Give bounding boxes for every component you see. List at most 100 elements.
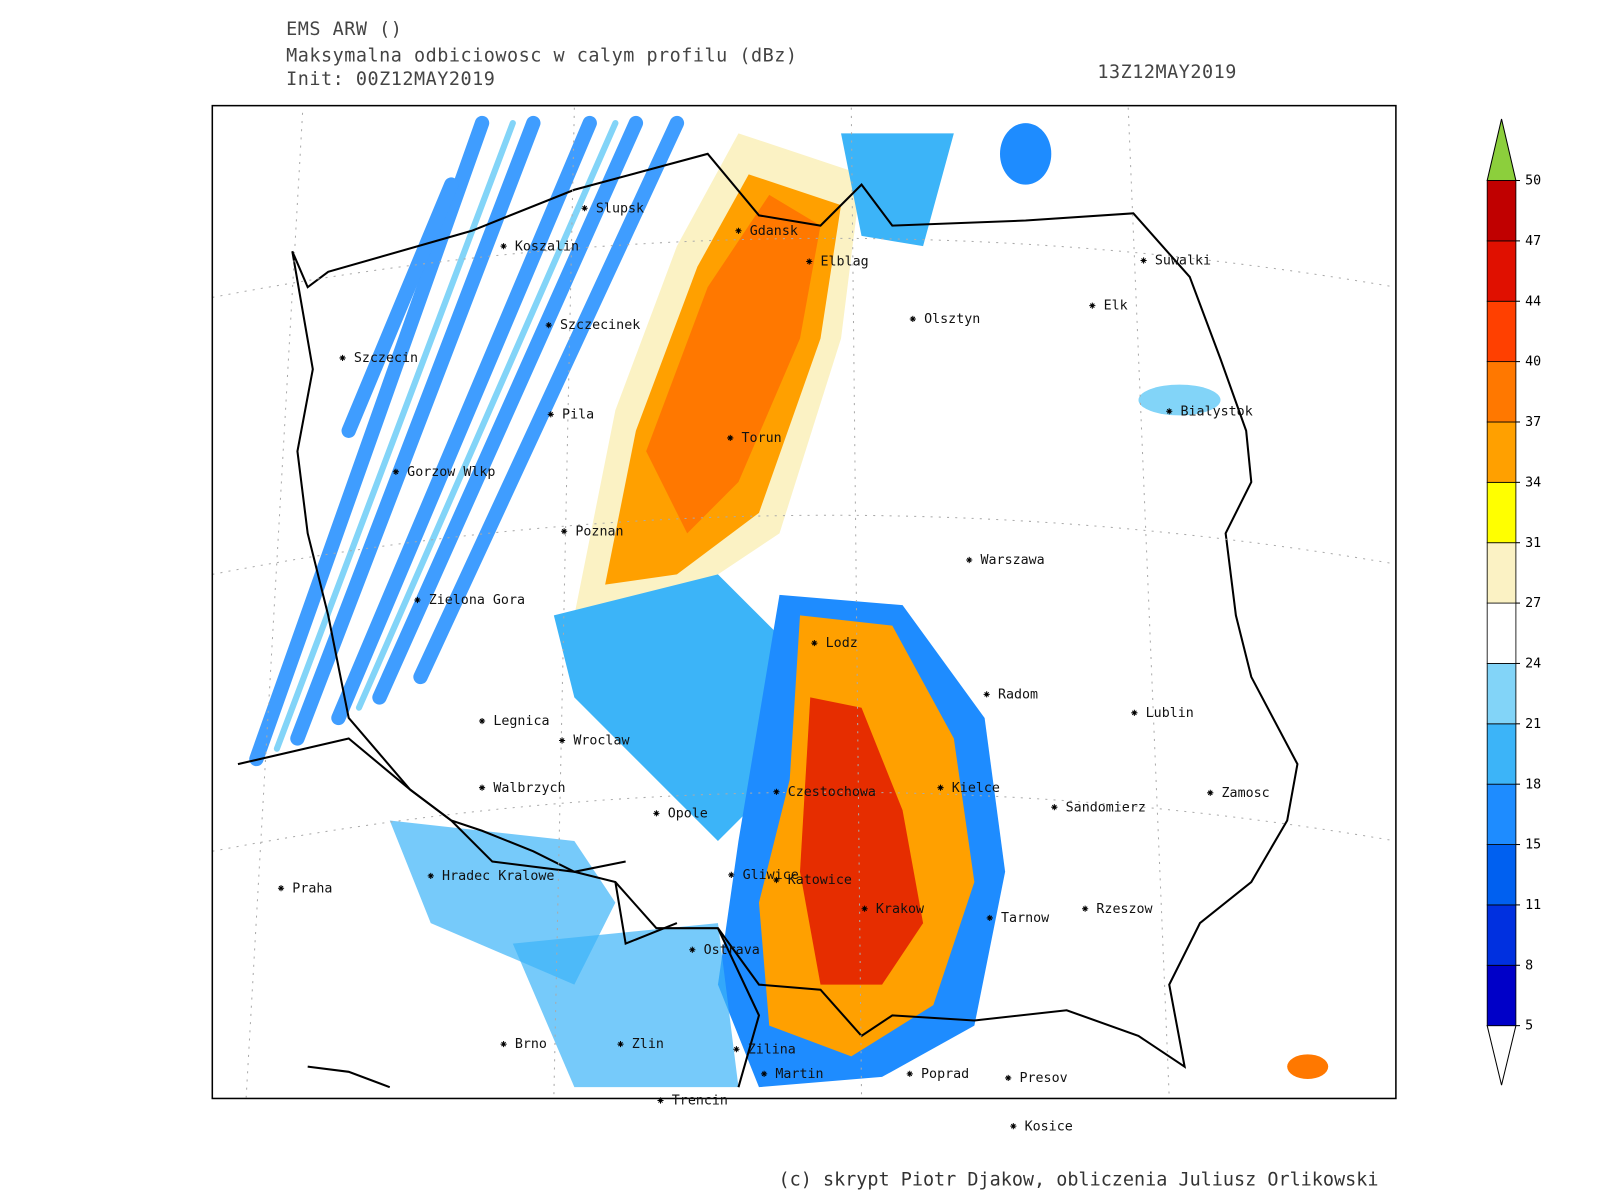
city-marker: [728, 871, 735, 878]
colorbar-segment: [1486, 180, 1517, 242]
city-marker: [657, 1097, 664, 1104]
valid-time: 13Z12MAY2019: [1097, 62, 1236, 83]
city-label: Walbrzych: [493, 781, 565, 796]
city-label: Kosice: [1025, 1119, 1073, 1134]
city-marker: [966, 556, 973, 564]
city-marker: [1131, 709, 1138, 716]
city-marker: [773, 788, 780, 795]
city-label: Gliwice: [743, 868, 799, 883]
city-marker: [1207, 789, 1214, 796]
city-label: Sandomierz: [1066, 800, 1146, 815]
city-marker: [339, 354, 346, 362]
city-label: Suwalki: [1155, 254, 1211, 269]
colorbar-label: 18: [1525, 777, 1541, 792]
city-label: Martin: [775, 1067, 823, 1082]
city-marker: [617, 1041, 624, 1048]
colorbar-segment: [1486, 542, 1517, 604]
colorbar-segment: [1486, 300, 1517, 363]
city-marker: [581, 205, 588, 212]
colorbar-segment: [1486, 783, 1517, 845]
colorbar-label: 47: [1525, 234, 1541, 249]
city-marker: [653, 810, 660, 817]
city-marker: [545, 322, 552, 329]
city-marker: [1010, 1123, 1017, 1130]
city-label: Szczecin: [354, 351, 418, 366]
init-time: Init: 00Z12MAY2019: [286, 69, 495, 90]
footer: (c) skrypt Piotr Djakow, obliczenia Juli…: [779, 1170, 1379, 1191]
city-label: Gdansk: [750, 224, 798, 239]
colorbar-label: 24: [1525, 657, 1541, 672]
city-marker: [806, 258, 813, 265]
city-label: Legnica: [493, 714, 549, 729]
colorbar-label: 40: [1525, 355, 1541, 370]
colorbar-segment: [1486, 964, 1517, 1027]
city-label: Poznan: [575, 524, 623, 539]
city-label: Praha: [292, 881, 332, 896]
city-label: Lodz: [826, 636, 858, 651]
city-marker: [861, 905, 868, 912]
city-marker: [761, 1070, 768, 1077]
borders: [237, 152, 1299, 1089]
city-marker: [427, 872, 434, 879]
city-label: Pila: [562, 407, 594, 422]
city-marker: [478, 784, 486, 791]
colorbar-label: 50: [1525, 174, 1541, 189]
city-marker: [1082, 905, 1089, 912]
city-marker: [735, 227, 742, 234]
city-marker: [1089, 302, 1096, 309]
city-marker: [277, 885, 285, 892]
city-labels: Slupsk Koszalin Gdansk Elblag Suwalki Elk Olsz…: [277, 201, 1270, 1134]
graticule: [212, 107, 1396, 1098]
colorbar-segment: [1486, 602, 1517, 664]
city-marker: [986, 914, 993, 922]
city-label: Gorzow Wlkp: [407, 465, 495, 480]
city-marker: [500, 243, 507, 250]
colorbar-label: 8: [1525, 958, 1533, 973]
city-marker: [773, 876, 780, 884]
city-marker: [1140, 257, 1147, 264]
city-label: Kielce: [952, 781, 1000, 796]
colorbar-segment: [1486, 240, 1517, 302]
colorbar-label: 11: [1525, 898, 1541, 913]
colorbar: 5 8 11 15 18 21 24 27 31 34 37 40 44 47 50: [1486, 118, 1541, 1086]
city-marker: [547, 411, 554, 418]
city-marker: [1005, 1074, 1012, 1082]
city-label: Zlin: [632, 1037, 664, 1052]
city-label: Poprad: [921, 1067, 969, 1082]
map-frame: [211, 104, 1397, 1100]
city-marker: [811, 640, 818, 647]
city-label: Szczecinek: [560, 318, 640, 333]
city-label: Opole: [668, 806, 708, 821]
city-marker: [727, 434, 734, 442]
city-marker: [478, 717, 486, 725]
colorbar-label: 31: [1525, 536, 1541, 551]
city-marker: [733, 1046, 740, 1053]
city-label: Torun: [742, 431, 782, 446]
city-marker: [500, 1041, 507, 1048]
city-label: Elblag: [821, 255, 869, 270]
colorbar-label: 5: [1525, 1019, 1533, 1034]
city-label: Rzeszow: [1096, 902, 1153, 917]
city-label: Ostrava: [704, 943, 760, 958]
city-label: Wroclaw: [573, 734, 630, 749]
city-label: Katowice: [788, 873, 852, 888]
city-label: Radom: [998, 687, 1038, 702]
city-label: Zielona Gora: [429, 593, 525, 608]
city-label: Zilina: [748, 1042, 796, 1057]
colorbar-segment: [1486, 361, 1517, 423]
radar-field: [249, 115, 1329, 1088]
city-label: Zamosc: [1222, 786, 1270, 801]
city-marker: [906, 1070, 913, 1077]
colorbar-over: [1486, 118, 1517, 182]
city-marker: [689, 946, 696, 953]
city-marker: [392, 468, 399, 475]
city-marker: [414, 596, 421, 604]
colorbar-segment: [1486, 904, 1517, 966]
colorbar-segment: [1486, 663, 1517, 725]
colorbar-label: 37: [1525, 415, 1541, 430]
colorbar-label: 44: [1525, 294, 1541, 309]
city-label: Lublin: [1146, 706, 1194, 721]
city-marker: [558, 737, 566, 744]
field-title: Maksymalna odbiciowosc w calym profilu (…: [286, 46, 797, 67]
